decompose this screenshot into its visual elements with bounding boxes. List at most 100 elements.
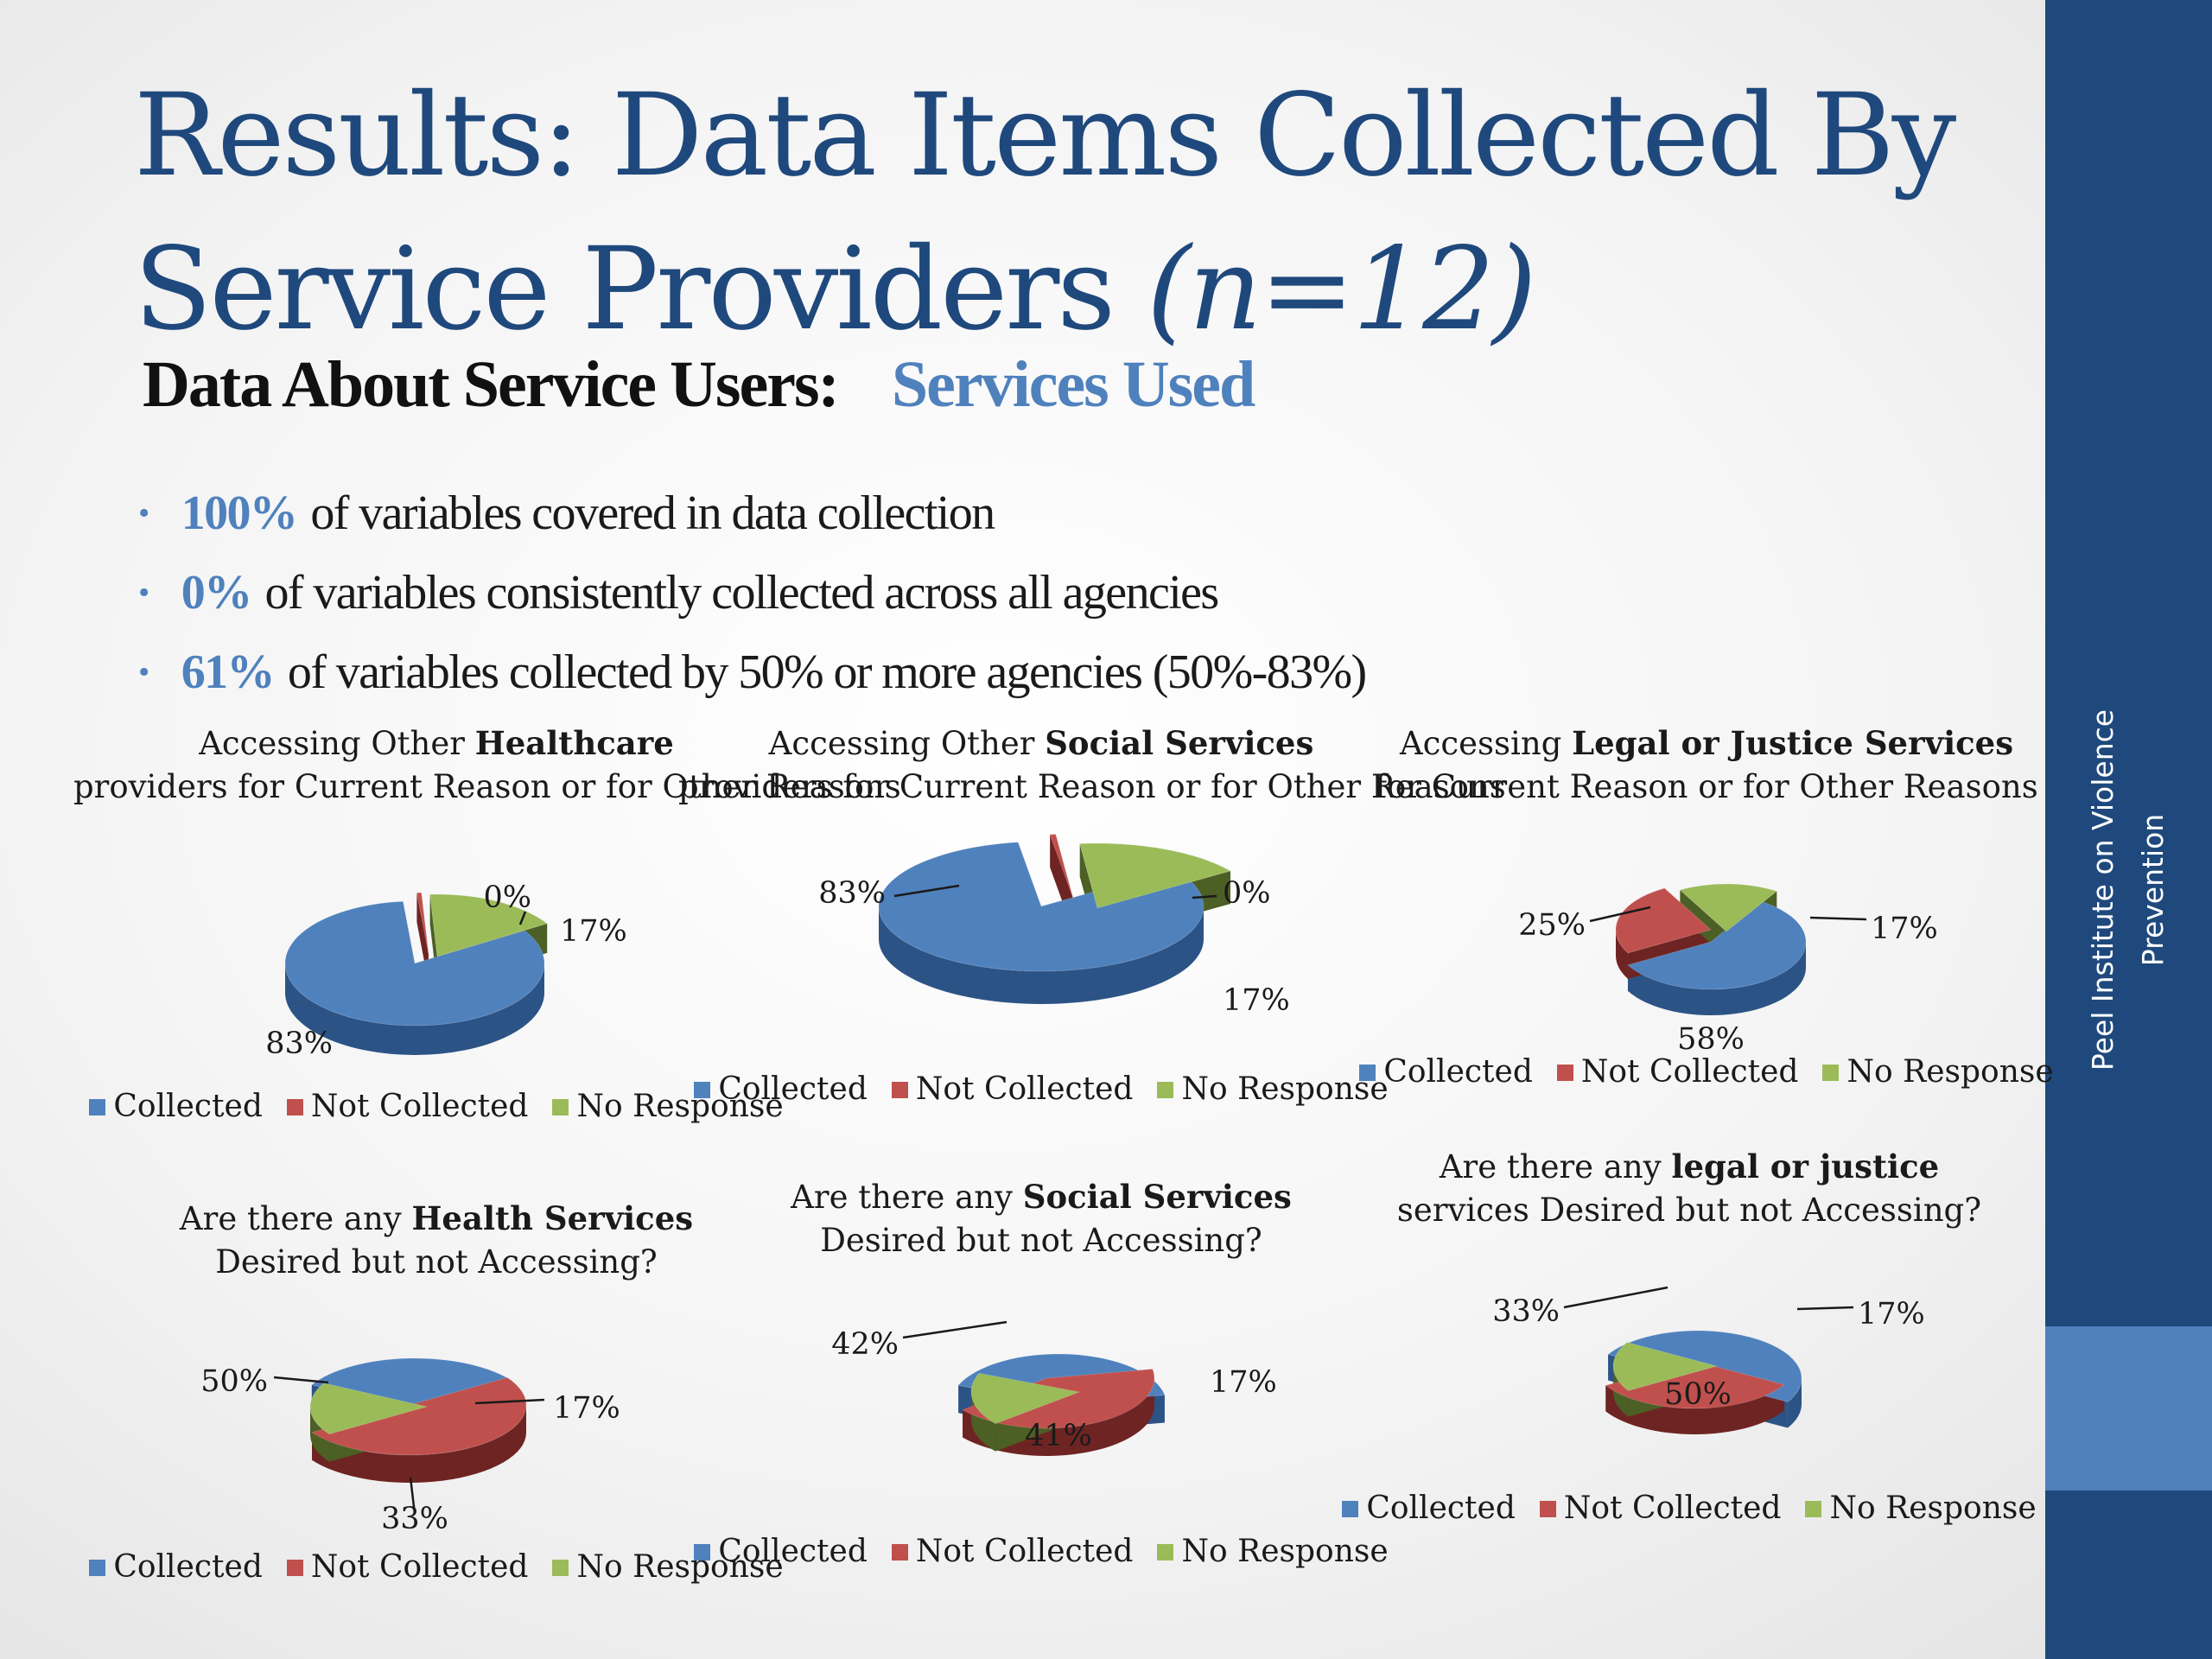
chart-title: Accessing Legal or Justice Services for … [1344,721,2069,809]
pie-slice-no-response [309,1382,428,1435]
chart-title-text: Desired but not Accessing? [820,1222,1262,1259]
leader-line [902,1320,1007,1339]
sidebar-label: Peel Institute on Violence Prevention [2086,709,2170,1071]
chart-title-text: Are there any [791,1179,1023,1216]
legend-label: Not Collected [310,1549,529,1585]
pie-chart: 83% 0% 17% [265,880,627,1061]
legend-item-not-collected: Not Collected [1539,1491,1781,1526]
data-label-no-response: 17% [553,1391,620,1426]
data-label-not-collected: 0% [1223,876,1271,911]
leader-line [1192,894,1217,899]
chart-title-text: Accessing [1399,725,1573,762]
legend-item-no-response: No Response [1157,1071,1389,1107]
legend-item-not-collected: Not Collected [891,1071,1133,1107]
chart-title: Are there any Social Services Desired bu… [678,1175,1404,1262]
pie-chart-panel: Are there any legal or justice services … [1326,1145,2052,1542]
chart-legend: Collected Not Collected No Response [73,1089,799,1124]
pie-slice-side-no-response [971,1392,996,1452]
data-label-collected: 50% [1664,1377,1732,1412]
chart-title-emphasis: Social Services [1022,1178,1292,1216]
legend-item-not-collected: Not Collected [286,1549,529,1585]
bullet-percent: 0% [181,566,252,620]
chart-title: Accessing Other Social Services provider… [678,721,1506,809]
data-label-no-response: 17% [1858,1297,1925,1332]
legend-swatch [1342,1501,1359,1517]
legend-swatch [694,1082,711,1098]
pie-slice-no-response [1679,883,1778,932]
pie-slice-not-collected [1049,833,1074,899]
legend-label: No Response [1181,1071,1389,1107]
legend-swatch [1157,1544,1174,1560]
legend-swatch [89,1099,106,1116]
chart-title-text: providers for Current Reason or for Othe… [678,768,1506,805]
legend-label: Collected [113,1549,263,1585]
bullet-item: • 100% of variables covered in data collec… [138,474,1366,553]
legend-item-no-response: No Response [552,1089,784,1124]
data-label-no-response: 17% [1223,983,1290,1018]
leader-line [1563,1286,1669,1309]
data-label-collected: 83% [265,1027,333,1061]
pie-chart: 50% 33% 17% [1492,1286,1925,1434]
legend-swatch [891,1082,908,1098]
subtitle-accent: Services Used [891,348,1255,421]
leader-line [893,884,960,898]
pie-slice-no-response [970,1372,1081,1425]
pie-slice-collected [1626,900,1807,990]
chart-title: Are there any legal or justice services … [1326,1145,2052,1232]
legend-swatch [891,1544,908,1560]
chart-legend: Collected Not Collected No Response [73,1549,799,1585]
legend-label: Not Collected [915,1534,1134,1569]
pie-chart-panel: Accessing Other Healthcare providers for… [73,721,901,1124]
chart-title-text: for Current Reason or for Other Reasons [1375,768,2038,805]
data-label-not-collected: 50% [200,1364,268,1399]
title-n: (n=12) [1147,223,1537,356]
legend-swatch [552,1099,569,1116]
legend-label: No Response [576,1089,784,1124]
pie-chart-panel: Accessing Legal or Justice Services for … [1344,721,2069,1119]
chart-legend: Collected Not Collected No Response [1326,1491,2052,1526]
pie-slice-side-not-collected [1616,930,1628,979]
data-label-not-collected: 42% [831,1327,899,1362]
bullet-list: • 100% of variables covered in data collec… [138,474,1367,712]
chart-title-text: Accessing Other [199,725,475,762]
leader-line [1809,916,1867,921]
pie-slice-not-collected [416,892,429,956]
pie-slice-side-collected [1787,1378,1802,1428]
legend-item-collected: Collected [694,1534,868,1569]
chart-title-text: providers for Current Reason or for Othe… [73,768,901,805]
pie-slice-side-collected [285,963,544,1055]
chart-title: Accessing Other Healthcare providers for… [73,721,901,809]
pie-slice-collected [878,842,1205,972]
legend-label: Not Collected [1580,1054,1799,1090]
bullet-dot-icon: • [138,495,149,531]
bullet-percent: 100% [181,486,298,540]
legend-swatch [1157,1082,1174,1098]
legend-label: No Response [1847,1054,2054,1090]
chart-title-text: Are there any [1439,1148,1672,1185]
data-label-not-collected: 0% [483,880,531,915]
legend-swatch [89,1560,106,1576]
title-main: Results: Data Items Collected By Service… [134,69,1956,356]
legend-swatch [1805,1501,1822,1517]
legend-item-not-collected: Not Collected [891,1534,1134,1569]
pie-chart: 33% 50% 17% [200,1357,620,1536]
bullet-dot-icon: • [138,654,149,690]
chart-title-text: Desired but not Accessing? [215,1243,658,1281]
legend-item-no-response: No Response [1157,1534,1389,1569]
legend-item-collected: Collected [89,1549,263,1585]
pie-slice-no-response [1079,842,1232,909]
pie-slice-side-not-collected [312,1405,526,1483]
pie-slice-side-collected [1627,942,1806,1015]
bullet-item: • 0% of variables consistently collected a… [138,553,1366,632]
chart-title-text: Accessing Other [768,725,1046,762]
leader-line [273,1376,329,1384]
chart-title-emphasis: Social Services [1045,724,1314,762]
chart-legend: Collected Not Collected No Response [1344,1054,2069,1090]
legend-item-collected: Collected [694,1071,868,1107]
pie-chart: 58% 25% 17% [1518,883,1938,1057]
legend-label: No Response [1181,1534,1389,1569]
data-label-collected: 41% [1025,1419,1092,1453]
legend-swatch [1556,1065,1573,1081]
pie-slice-side-not-collected [1605,1384,1784,1434]
pie-slice-not-collected [1605,1360,1786,1409]
